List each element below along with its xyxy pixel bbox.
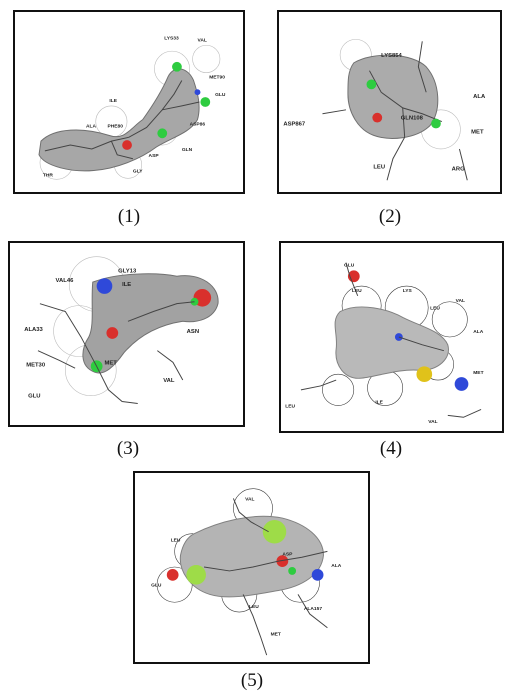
residue-label: LYS	[403, 288, 413, 294]
residue-label: ALA	[86, 123, 96, 129]
oxygen-atom	[122, 140, 132, 150]
residue-label: VAL	[428, 419, 437, 425]
residue-label: ASP86	[190, 121, 206, 127]
ligand-sticks	[322, 41, 468, 181]
molecular-surface-image-5: VAL LEU ASP ALA ALA157 LEU MET GLU	[151, 488, 342, 656]
ligand-sticks	[37, 301, 195, 404]
residue-label: LEU	[171, 538, 181, 544]
hbond-atom	[172, 61, 182, 72]
residue-label: PHE80	[107, 123, 123, 129]
residue-label: THR	[43, 172, 53, 178]
residue-label: ASP867	[283, 121, 305, 127]
nitrogen-atom	[194, 89, 201, 96]
ligand-sticks	[44, 80, 200, 160]
residue-label: LYS33	[164, 35, 179, 41]
nitrogen-atom	[96, 278, 113, 294]
molecular-surface-image-3: GLY13 VAL46 ILE ASN ALA33 MET30 GLU VAL …	[24, 256, 219, 404]
molecular-surface	[179, 515, 324, 598]
residue-label: LEU	[285, 404, 295, 410]
molecular-surface-image-4: GLU LEU LYS LEU VAL ALA MET LEU ILE VAL	[285, 262, 484, 425]
oxygen-atom	[372, 112, 383, 123]
hbond-atom	[366, 79, 377, 90]
nitrogen-atom	[311, 568, 324, 581]
residue-label: LEU	[352, 288, 362, 294]
docking-panel-1: LYS33 MET90 GLU ASP86 ALA PHE80 GLN ASP …	[13, 10, 245, 194]
residue-label: GLY	[133, 168, 143, 174]
residue-label: ILE	[122, 282, 131, 288]
molecular-surface-image-1: LYS33 MET90 GLU ASP86 ALA PHE80 GLN ASP …	[38, 35, 226, 180]
residue-mesh-sphere	[322, 373, 355, 406]
residue-label: GLU	[344, 263, 355, 269]
residue-label: ALA	[331, 563, 341, 569]
residue-label: ALA157	[304, 606, 322, 612]
molecular-surface	[82, 273, 219, 374]
oxygen-atom	[276, 555, 289, 568]
hbond-atom	[288, 567, 297, 575]
residue-label: ASP	[282, 551, 293, 557]
residue-label: ALA33	[24, 327, 43, 333]
residue-label: ALA	[473, 329, 483, 335]
residue-label: VAL	[245, 496, 254, 502]
nitrogen-atom	[454, 377, 469, 391]
residue-label: GLU	[151, 583, 162, 589]
residue-label: LEU	[373, 165, 385, 171]
panel-caption-4: (4)	[379, 438, 403, 459]
residue-label: LYS854	[381, 53, 402, 59]
residue-label: LEU	[430, 306, 440, 312]
residue-label: GLY13	[118, 268, 137, 274]
residue-label: VAL	[197, 37, 206, 43]
hbond-atom	[431, 118, 441, 129]
residue-label: ILE	[375, 400, 383, 406]
residue-label: GLN108	[401, 116, 424, 122]
panel-caption-5: (5)	[240, 670, 264, 691]
hbond-atom	[200, 97, 211, 107]
hbond-atom	[186, 565, 206, 585]
residue-label: MET	[104, 360, 117, 366]
residue-label: GLN	[182, 147, 193, 153]
docking-panel-5: VAL LEU ASP ALA ALA157 LEU MET GLU	[133, 471, 370, 664]
residue-label: VAL	[163, 378, 175, 384]
panel-caption-1: (1)	[117, 206, 141, 227]
residue-label: ALA	[473, 94, 486, 100]
panel-caption-3: (3)	[116, 438, 140, 459]
residue-label: ARG	[452, 166, 465, 172]
panel-caption-2: (2)	[378, 206, 402, 227]
oxygen-atom	[166, 568, 179, 581]
residue-label: MET	[473, 370, 483, 376]
residue-label: VAL46	[56, 278, 75, 284]
residue-label: LEU	[249, 604, 259, 610]
residue-label: ASP	[149, 153, 160, 159]
residue-label: ASN	[187, 329, 199, 335]
molecular-surface	[334, 306, 449, 379]
oxygen-atom	[106, 327, 119, 339]
sulfur-atom	[416, 366, 433, 383]
residue-label: MET90	[209, 75, 225, 81]
residue-mesh-sphere	[431, 301, 468, 338]
molecular-surface	[38, 68, 200, 172]
residue-label: GLU	[215, 92, 226, 98]
ligand-sticks	[300, 262, 482, 418]
docking-panel-3: GLY13 VAL46 ILE ASN ALA33 MET30 GLU VAL …	[8, 241, 245, 427]
docking-panel-2: LYS854 ASP867 GLN108 ALA MET LEU ARG	[277, 10, 502, 194]
docking-panel-4: GLU LEU LYS LEU VAL ALA MET LEU ILE VAL	[279, 241, 504, 433]
residue-mesh-sphere	[192, 44, 221, 73]
residue-label: GLU	[28, 394, 40, 400]
residue-label: ILE	[109, 98, 117, 104]
ligand-sticks	[203, 498, 328, 656]
hbond-atom	[262, 520, 287, 544]
residue-label: MET	[471, 129, 484, 135]
molecular-surface	[347, 54, 439, 139]
residue-label: MET30	[26, 362, 46, 368]
residue-label: MET	[271, 632, 281, 638]
residue-label: VAL	[456, 298, 465, 304]
molecular-surface-image-2: LYS854 ASP867 GLN108 ALA MET LEU ARG	[283, 39, 486, 181]
hbond-atom	[157, 128, 168, 139]
